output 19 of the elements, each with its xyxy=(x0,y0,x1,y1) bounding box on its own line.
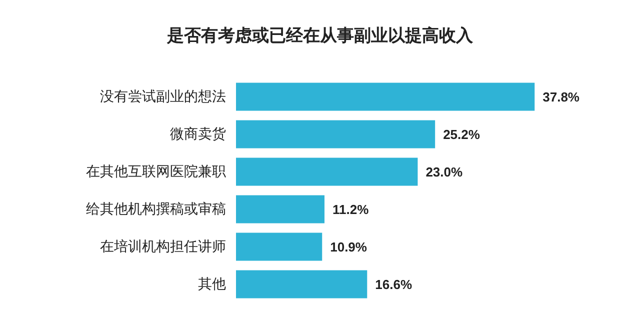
data-label: 16.6% xyxy=(375,276,412,292)
bar xyxy=(236,158,418,186)
data-label: 25.2% xyxy=(443,126,480,142)
y-tick-label: 微商卖货 xyxy=(170,126,226,142)
chart-title: 是否有考虑或已经在从事副业以提高收入 xyxy=(166,26,474,45)
bar xyxy=(236,82,535,111)
bar xyxy=(236,270,368,298)
y-tick-label: 没有尝试副业的想法 xyxy=(100,88,226,105)
y-tick-label: 给其他机构撰稿或审稿 xyxy=(86,201,226,218)
y-tick-label: 其他 xyxy=(198,276,226,292)
data-label: 10.9% xyxy=(330,239,368,254)
y-tick-label: 在培训机构担任讲师 xyxy=(100,238,226,255)
data-label: 11.2% xyxy=(332,202,370,217)
data-label: 23.0% xyxy=(426,164,463,180)
bar xyxy=(236,120,436,148)
y-tick-label: 在其他互联网医院兼职 xyxy=(86,164,226,180)
data-label: 37.8% xyxy=(542,89,580,104)
bar xyxy=(236,232,322,261)
bar xyxy=(236,195,324,224)
